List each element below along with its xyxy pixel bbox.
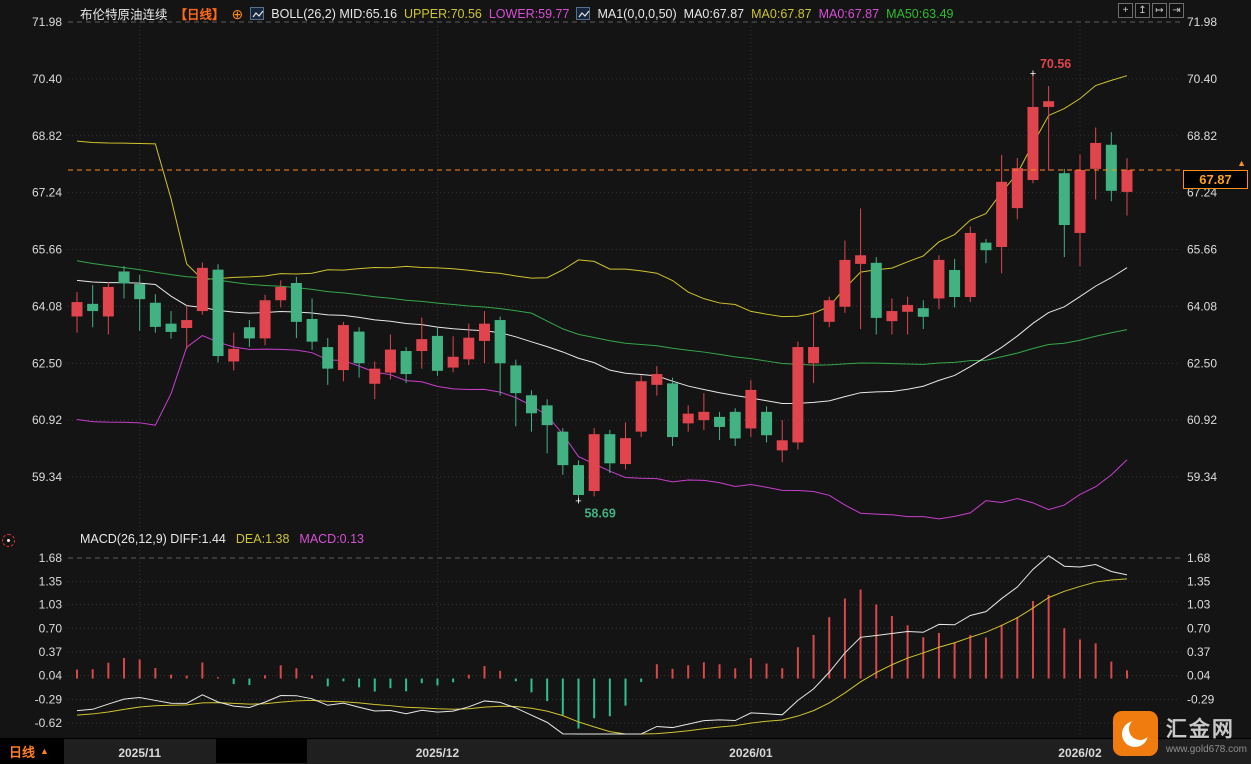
svg-text:70.40: 70.40	[1187, 72, 1217, 86]
watermark: 汇金网 www.gold678.com	[1112, 711, 1247, 756]
price-direction-arrow-icon: ▲	[1237, 158, 1246, 168]
macd-legend: MACD(26,12,9) DIFF:1.44 DEA:1.38 MACD:0.…	[80, 532, 364, 546]
svg-text:71.98: 71.98	[1187, 15, 1217, 29]
svg-text:59.34: 59.34	[32, 470, 62, 484]
ma0-white-legend: MA0:67.87	[683, 6, 745, 21]
site-logo-icon	[1112, 711, 1158, 756]
add-indicator-icon[interactable]: ⊕	[231, 5, 244, 22]
svg-text:65.66: 65.66	[1187, 243, 1217, 257]
boll-indicator-icon[interactable]	[250, 7, 265, 20]
macd-diff-legend: MACD(26,12,9) DIFF:1.44	[80, 532, 226, 546]
svg-text:64.08: 64.08	[1187, 299, 1217, 313]
ma50-legend: MA50:63.49	[886, 6, 954, 21]
svg-text:70.40: 70.40	[32, 72, 62, 86]
svg-text:0.04: 0.04	[39, 669, 63, 683]
boll-lower-legend: LOWER:59.77	[488, 6, 570, 21]
svg-text:64.08: 64.08	[32, 299, 62, 313]
period-selector-arrow-icon: ▲	[40, 746, 49, 756]
svg-text:-0.29: -0.29	[35, 692, 63, 706]
svg-text:1.03: 1.03	[1187, 598, 1211, 612]
svg-text:-0.29: -0.29	[1187, 692, 1215, 706]
boll-upper-legend: UPPER:70.56	[404, 6, 482, 21]
timeline-bar[interactable]	[0, 738, 1251, 764]
site-url: www.gold678.com	[1165, 743, 1247, 755]
axis-zoom-vertical-icon[interactable]: ↥	[1135, 3, 1150, 18]
svg-text:0.37: 0.37	[39, 645, 63, 659]
svg-text:0.70: 0.70	[39, 621, 63, 635]
svg-text:1.35: 1.35	[1187, 575, 1211, 589]
svg-text:0.70: 0.70	[1187, 621, 1211, 635]
svg-text:0.37: 0.37	[1187, 645, 1211, 659]
svg-text:71.98: 71.98	[32, 15, 62, 29]
svg-text:60.92: 60.92	[32, 413, 62, 427]
svg-text:68.82: 68.82	[32, 129, 62, 143]
svg-text:62.50: 62.50	[1187, 356, 1217, 370]
period-selector[interactable]: 日线 ▲	[0, 738, 64, 764]
macd-hist-legend: MACD:0.13	[299, 532, 365, 546]
axis-zoom-horizontal-icon[interactable]: ↦	[1152, 3, 1167, 18]
ma-params-legend: MA1(0,0,0,50)	[597, 6, 677, 21]
svg-text:1.68: 1.68	[1187, 551, 1211, 565]
last-price-label: 67.87	[1183, 170, 1248, 189]
macd-dea-legend: DEA:1.38	[235, 532, 290, 546]
svg-text:59.34: 59.34	[1187, 470, 1217, 484]
site-name: 汇金网	[1165, 717, 1235, 741]
svg-text:1.68: 1.68	[39, 551, 63, 565]
svg-text:-0.62: -0.62	[35, 716, 63, 730]
ma0-magenta-legend: MA0:67.87	[818, 6, 880, 21]
chart-toolbar: + ↥ ↦ ⇥	[1118, 3, 1184, 18]
ma0-yellow-legend: MA0:67.87	[751, 6, 812, 21]
crosshair-icon[interactable]: +	[1118, 3, 1133, 18]
alert-record-icon[interactable]	[2, 534, 15, 547]
svg-text:1.03: 1.03	[39, 598, 63, 612]
svg-text:1.35: 1.35	[39, 575, 63, 589]
svg-text:62.50: 62.50	[32, 356, 62, 370]
ma-indicator-icon[interactable]	[576, 7, 591, 20]
svg-text:67.24: 67.24	[32, 186, 62, 200]
symbol-title: 布伦特原油连续	[80, 8, 168, 22]
svg-text:68.82: 68.82	[1187, 129, 1217, 143]
period-selector-label: 日线	[9, 744, 36, 760]
main-legend: 布伦特原油连续 【日线】 ⊕ BOLL(26,2) MID:65.16 UPPE…	[80, 4, 954, 23]
boll-legend: BOLL(26,2) MID:65.16	[271, 6, 398, 21]
redaction-box	[216, 739, 307, 763]
interval-badge[interactable]: 【日线】	[174, 8, 225, 22]
svg-text:65.66: 65.66	[32, 243, 62, 257]
chart-canvas[interactable]	[68, 22, 1180, 722]
collapse-panel-icon[interactable]: ⇥	[1169, 3, 1184, 18]
svg-text:60.92: 60.92	[1187, 413, 1217, 427]
svg-text:0.04: 0.04	[1187, 669, 1211, 683]
